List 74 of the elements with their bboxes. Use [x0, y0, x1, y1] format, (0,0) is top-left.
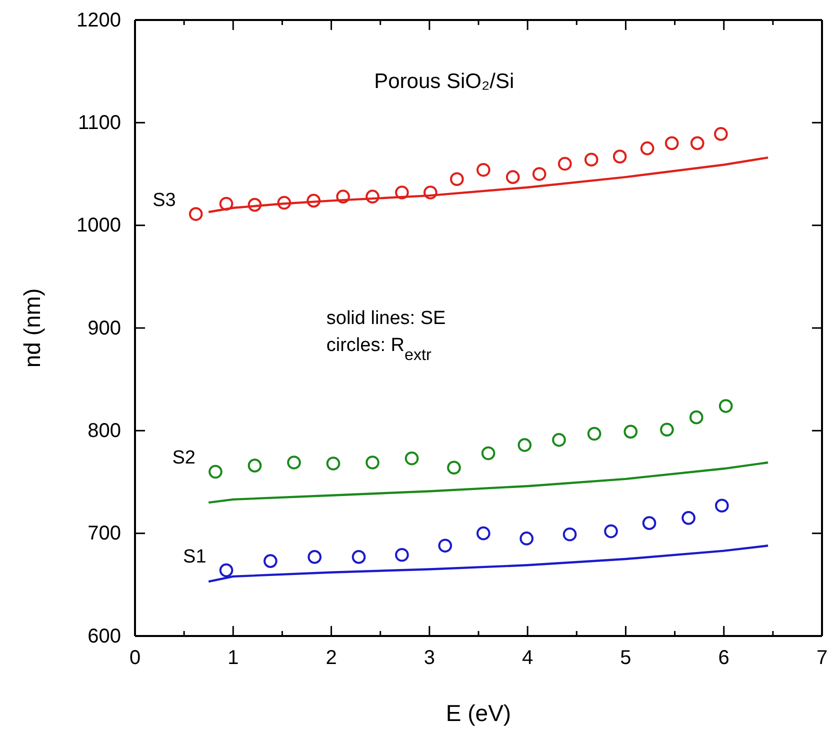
y-tick-label: 1200: [76, 9, 121, 32]
point: [481, 446, 496, 460]
point: [690, 136, 704, 150]
line-series: [208, 156, 770, 214]
y-tick-label: 800: [88, 420, 121, 442]
point: [640, 141, 654, 156]
point: [612, 150, 627, 164]
point: [476, 162, 490, 177]
x-tick-label: 1: [228, 647, 239, 670]
point: [604, 524, 618, 538]
x-axis-title: E (eV): [446, 700, 512, 726]
point: [714, 127, 728, 141]
point: [395, 548, 409, 562]
x-tick-label: 7: [816, 647, 828, 670]
point: [562, 527, 577, 542]
x-tick-label: 5: [620, 647, 632, 670]
point: [718, 399, 733, 413]
point: [450, 172, 464, 186]
point: [447, 460, 461, 475]
x-tick-label: 4: [522, 647, 534, 670]
point: [306, 194, 321, 208]
point: [219, 563, 234, 578]
point: [520, 532, 534, 546]
point: [219, 196, 234, 211]
point: [558, 156, 572, 171]
line-series: [208, 544, 770, 583]
point: [682, 511, 696, 525]
series-label: S2: [172, 448, 196, 469]
point: [188, 207, 203, 221]
point: [584, 152, 598, 167]
annotation: circles: R$_{extr}$: [326, 335, 432, 364]
x-tick-label: 0: [129, 647, 141, 670]
y-axis-title: nd (nm): [19, 288, 45, 368]
point: [287, 456, 301, 470]
point: [642, 516, 656, 530]
point: [664, 136, 679, 150]
point: [476, 526, 490, 540]
point: [366, 190, 380, 204]
point: [438, 538, 452, 553]
annotation: solid lines: SE: [326, 308, 446, 329]
point: [208, 464, 222, 479]
point: [552, 433, 566, 447]
point: [395, 186, 409, 200]
series-label: S1: [183, 546, 206, 568]
y-tick-label: 1000: [76, 214, 121, 237]
point: [714, 498, 729, 513]
point: [352, 550, 366, 564]
series-label: S3: [152, 190, 176, 212]
point: [587, 426, 602, 441]
x-tick-label: 3: [424, 647, 435, 670]
point: [404, 451, 419, 466]
y-tick-label: 700: [88, 522, 121, 545]
y-tick-label: 600: [88, 625, 121, 648]
point: [336, 190, 350, 204]
y-tick-label: 1100: [78, 112, 121, 134]
point: [689, 410, 704, 424]
point: [248, 198, 262, 212]
x-tick-label: 2: [326, 647, 337, 670]
point: [423, 186, 438, 200]
point: [308, 550, 322, 564]
x-tick-label: 6: [718, 647, 730, 670]
point: [264, 554, 278, 568]
point: [532, 167, 546, 181]
point: [248, 458, 262, 472]
point: [326, 456, 340, 470]
point: [660, 422, 674, 437]
point: [366, 456, 380, 470]
y-tick-label: 900: [88, 317, 121, 340]
point: [277, 196, 292, 210]
point: [624, 424, 638, 439]
point: [518, 438, 532, 452]
point: [506, 170, 520, 184]
text: Porous SiO₂/Si: [374, 70, 514, 93]
line-series: [208, 461, 770, 504]
